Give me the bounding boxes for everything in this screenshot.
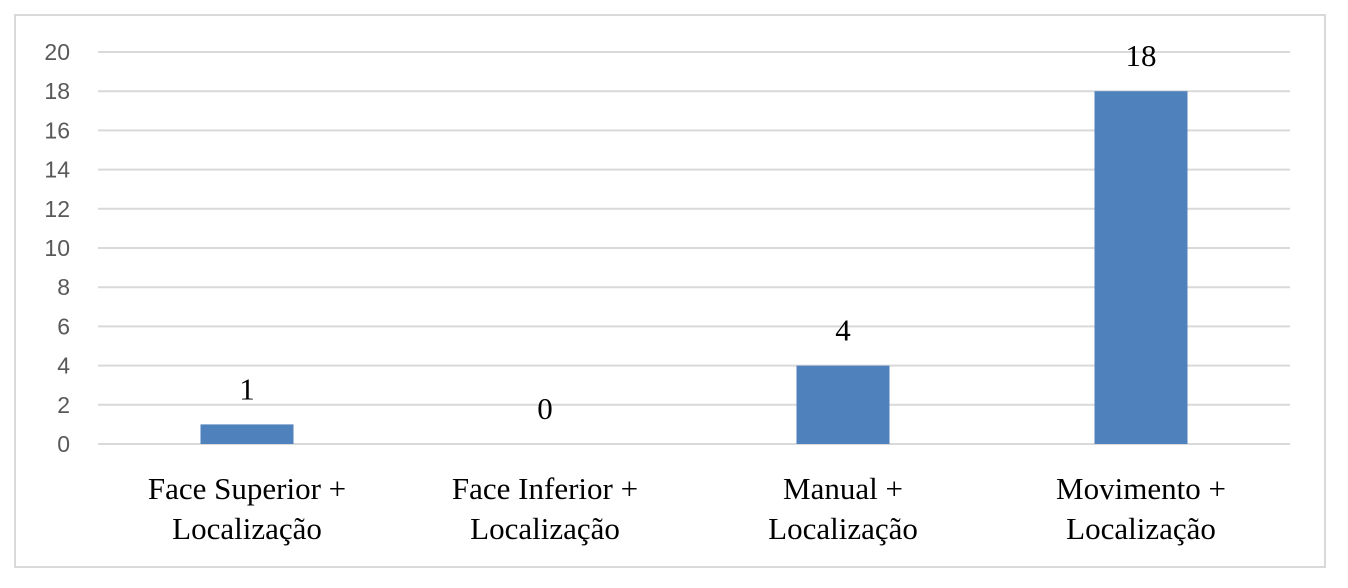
y-tick-label: 10 — [44, 235, 70, 261]
y-tick-label: 14 — [44, 157, 70, 183]
category-label: Localização — [768, 511, 918, 546]
bars — [200, 91, 1188, 444]
y-tick-label: 2 — [57, 392, 70, 418]
data-label: 0 — [537, 391, 553, 426]
data-labels: 1 0 4 18 — [239, 38, 1156, 426]
data-label: 4 — [835, 313, 851, 348]
y-axis-tick-labels: 0 2 4 6 8 10 12 14 16 18 20 — [44, 39, 70, 457]
category-label: Localização — [1066, 511, 1216, 546]
y-tick-label: 20 — [44, 39, 70, 65]
category-label: Face Inferior + — [452, 471, 638, 506]
bar — [1094, 91, 1188, 444]
category-label: Manual + — [783, 471, 903, 506]
y-tick-label: 4 — [57, 353, 70, 379]
category-label: Face Superior + — [148, 471, 346, 506]
y-tick-label: 6 — [57, 313, 70, 339]
category-label: Localização — [172, 511, 322, 546]
bar — [796, 365, 890, 444]
y-tick-label: 8 — [57, 274, 70, 300]
data-label: 1 — [239, 371, 255, 406]
y-tick-label: 16 — [44, 117, 70, 143]
y-tick-label: 18 — [44, 78, 70, 104]
gridlines — [98, 51, 1290, 445]
category-label: Movimento + — [1056, 471, 1226, 506]
y-tick-label: 12 — [44, 196, 70, 222]
bar — [200, 424, 294, 444]
y-tick-label: 0 — [57, 431, 70, 457]
category-label: Localização — [470, 511, 620, 546]
data-label: 18 — [1126, 38, 1157, 73]
x-axis-category-labels: Face Superior + Localização Face Inferior … — [148, 471, 1226, 546]
